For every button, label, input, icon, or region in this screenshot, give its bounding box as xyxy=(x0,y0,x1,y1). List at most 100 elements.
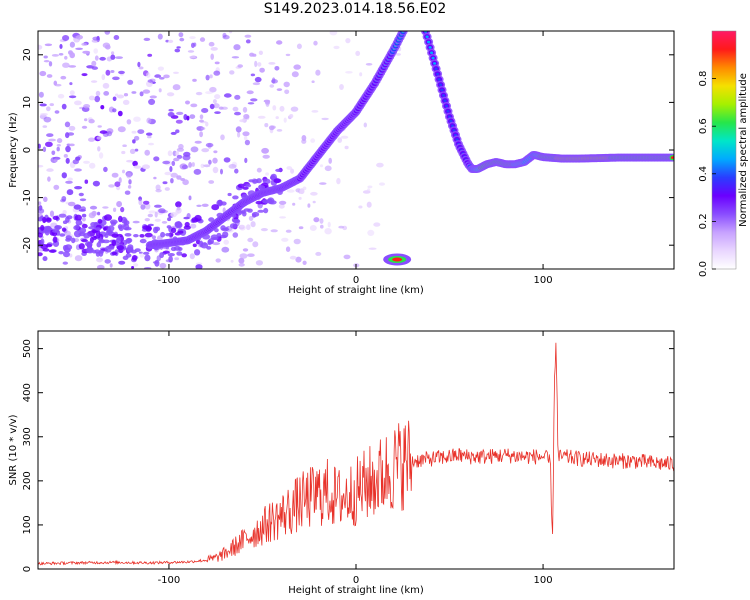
heatmap-band-cell xyxy=(154,259,160,267)
heatmap-band-cell xyxy=(176,251,183,256)
heatmap-ridge-mid xyxy=(417,15,423,20)
heatmap-band-cell xyxy=(116,236,122,241)
heatmap-ridge-core xyxy=(433,62,437,65)
heatmap-noise-cell xyxy=(82,50,91,54)
heatmap-noise-cell xyxy=(238,257,245,264)
heatmap-band-cell xyxy=(96,242,102,248)
heatmap-noise-cell xyxy=(118,70,125,75)
heatmap-noise-cell xyxy=(223,239,229,245)
heatmap-noise-cell xyxy=(222,32,227,38)
heatmap-noise-cell xyxy=(57,93,65,99)
heatmap-noise-cell xyxy=(109,263,113,268)
heatmap-noise-cell xyxy=(212,166,219,174)
heatmap-noise-cell xyxy=(311,80,315,83)
heatmap-noise-cell xyxy=(168,39,174,44)
heatmap-noise-cell xyxy=(235,126,242,133)
heatmap-noise-cell xyxy=(129,148,136,154)
heatmap-noise-cell xyxy=(201,108,209,113)
heatmap-band-cell xyxy=(52,229,60,233)
heatmap-noise-cell xyxy=(366,188,371,194)
heatmap-noise-cell xyxy=(188,195,192,201)
heatmap-noise-cell xyxy=(290,168,295,174)
heatmap-ridge-core xyxy=(403,27,406,30)
heatmap-noise-cell xyxy=(189,114,196,119)
colorbar: 0.0 0.2 0.4 0.6 0.8 Normalized spectral ampl… xyxy=(698,30,749,277)
heatmap-band-cell xyxy=(143,251,150,255)
heatmap-noise-cell xyxy=(64,121,71,128)
heatmap-noise-cell xyxy=(133,116,141,122)
heatmap-band-cell xyxy=(216,232,222,237)
heatmap-band-cell xyxy=(139,234,145,238)
snr-y-tick-label: 500 xyxy=(22,339,33,358)
heatmap-noise-cell xyxy=(112,96,117,102)
heatmap-band-cell xyxy=(118,215,123,223)
heatmap-ridge-mid xyxy=(421,23,427,28)
heatmap-noise-cell xyxy=(48,138,56,142)
heatmap-noise-cell xyxy=(239,224,244,228)
heatmap-noise-cell xyxy=(146,72,151,78)
heatmap-noise-cell xyxy=(97,264,105,269)
heatmap-band-cell xyxy=(255,200,263,205)
heatmap-noise-cell xyxy=(328,157,333,164)
heatmap-band-cell xyxy=(192,243,197,248)
heatmap-noise-cell xyxy=(148,210,157,214)
heatmap-noise-cell xyxy=(65,145,71,153)
heatmap-noise-cell xyxy=(376,162,384,168)
heatmap-ridge-core xyxy=(441,94,446,97)
heatmap-noise-cell xyxy=(43,60,50,63)
heatmap-ridge-core xyxy=(423,25,426,28)
heatmap-noise-cell xyxy=(139,252,145,258)
heatmap-noise-cell xyxy=(53,184,60,190)
heatmap-noise-cell xyxy=(199,114,204,120)
heatmap-noise-cell xyxy=(232,232,239,238)
heatmap-noise-cell xyxy=(158,88,162,93)
heatmap-noise-cell xyxy=(122,144,127,147)
heatmap-band-cell xyxy=(71,237,76,244)
heatmap-band-cell xyxy=(86,246,93,253)
heatmap-noise-cell xyxy=(74,100,82,106)
spectrogram-x-axis-label: Height of straight line (km) xyxy=(288,285,424,296)
heatmap-noise-cell xyxy=(210,47,218,51)
heatmap-noise-cell xyxy=(127,185,132,189)
heatmap-noise-cell xyxy=(242,106,248,113)
heatmap-noise-cell xyxy=(140,204,146,210)
heatmap-noise-cell xyxy=(113,35,120,40)
heatmap-noise-cell xyxy=(263,99,271,103)
heatmap-band-cell xyxy=(206,246,212,250)
heatmap-noise-cell xyxy=(310,191,318,196)
heatmap-noise-cell xyxy=(289,114,294,118)
heatmap-noise-cell xyxy=(93,48,98,54)
heatmap-noise-cell xyxy=(69,41,75,48)
heatmap-ridge-core xyxy=(415,17,418,20)
heatmap-noise-cell xyxy=(213,150,218,154)
heatmap-band-cell xyxy=(216,199,223,207)
heatmap-noise-cell xyxy=(250,221,256,228)
heatmap-noise-cell xyxy=(295,256,302,263)
heatmap-noise-cell xyxy=(181,164,189,170)
heatmap-noise-cell xyxy=(243,135,248,141)
spectrogram-heatmap xyxy=(38,15,674,269)
heatmap-noise-cell xyxy=(81,213,87,218)
heatmap-noise-cell xyxy=(248,215,254,221)
heatmap-noise-cell xyxy=(320,224,324,229)
heatmap-noise-cell xyxy=(88,95,95,101)
heatmap-noise-cell xyxy=(49,210,55,217)
heatmap-noise-cell xyxy=(367,185,373,189)
heatmap-noise-cell xyxy=(114,181,121,187)
heatmap-noise-cell xyxy=(208,159,212,165)
heatmap-noise-cell xyxy=(358,205,363,209)
heatmap-noise-cell xyxy=(40,113,48,116)
snr-x-tick-label: -100 xyxy=(158,575,181,586)
heatmap-noise-cell xyxy=(69,82,73,86)
heatmap-noise-cell xyxy=(366,201,372,208)
heatmap-noise-cell xyxy=(169,166,173,172)
heatmap-noise-cell xyxy=(54,110,60,114)
heatmap-noise-cell xyxy=(278,204,285,209)
heatmap-band-cell xyxy=(61,227,67,232)
heatmap-noise-cell xyxy=(115,93,119,97)
heatmap-noise-cell xyxy=(144,149,150,156)
heatmap-noise-cell xyxy=(91,80,98,83)
heatmap-noise-cell xyxy=(47,176,51,182)
heatmap-band-cell xyxy=(104,233,109,238)
heatmap-noise-cell xyxy=(73,204,82,210)
